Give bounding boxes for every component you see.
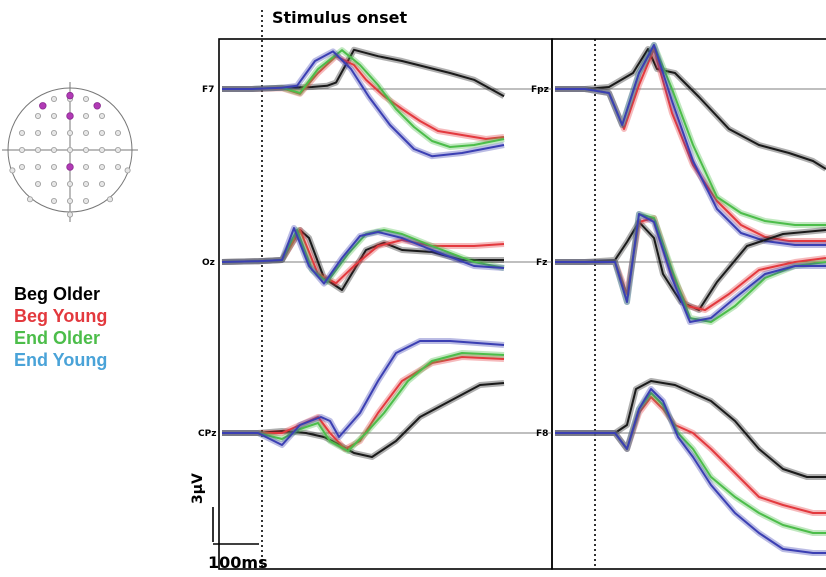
trace-cpz-end-older [222, 352, 505, 452]
electrode [83, 180, 90, 187]
trace-f7-end-older [222, 49, 505, 148]
electrode [18, 163, 25, 170]
legend: Beg Older Beg Young End Older End Young [14, 283, 107, 371]
electrode [35, 129, 42, 136]
electrode-highlighted [93, 102, 101, 110]
electrode [67, 211, 74, 218]
electrode [51, 180, 58, 187]
electrode [124, 167, 131, 174]
electrode [115, 163, 122, 170]
trace-fz-end-young [555, 213, 826, 323]
electrode [115, 129, 122, 136]
voltage-scale-label: 3µV [190, 473, 206, 504]
electrode [51, 96, 58, 103]
legend-item-end-young: End Young [14, 350, 108, 370]
electrode [35, 163, 42, 170]
electrode [99, 163, 106, 170]
time-scale-label: 100ms [208, 553, 268, 572]
electrode [51, 163, 58, 170]
electrode [83, 113, 90, 120]
electrode [26, 196, 33, 203]
electrode [67, 129, 74, 136]
electrode-map [2, 82, 138, 222]
trace-fz-beg-older [555, 221, 826, 311]
trace-f8-end-young [555, 388, 826, 554]
electrode [35, 146, 42, 153]
electrode [99, 180, 106, 187]
channel-label-fpz: Fpz [531, 85, 549, 95]
electrode-highlighted [66, 91, 74, 100]
trace-f7-end-young [222, 50, 505, 158]
electrode [83, 129, 90, 136]
channel-label-oz: Oz [202, 258, 215, 268]
electrode-highlighted [39, 102, 47, 110]
trace-fpz-beg-older [555, 48, 826, 170]
channel-label-f8: F8 [536, 429, 548, 439]
waveform-traces: F7 Oz CPz Fpz Fz F8 [198, 42, 826, 556]
electrode [99, 129, 106, 136]
stimulus-onset-label: Stimulus onset [272, 8, 408, 27]
electrode [51, 129, 58, 136]
electrode [67, 180, 74, 187]
electrode [18, 146, 25, 153]
electrode [51, 113, 58, 120]
electrode [67, 146, 74, 153]
electrode [51, 146, 58, 153]
electrode [18, 129, 25, 136]
trace-oz-end-young [221, 227, 505, 285]
channel-label-cpz: CPz [198, 429, 216, 439]
panel-right-frame [551, 38, 826, 570]
electrode [83, 163, 90, 170]
electrode [67, 197, 74, 204]
legend-item-beg-young: Beg Young [14, 306, 108, 326]
channel-label-fz: Fz [536, 258, 547, 268]
electrode [35, 180, 42, 187]
electrode [51, 197, 58, 204]
electrode [115, 146, 122, 153]
trace-cpz-end-young [222, 340, 505, 446]
electrode [9, 167, 16, 174]
electrode [99, 146, 106, 153]
trace-f8-beg-older [555, 380, 826, 478]
electrode-highlighted [66, 163, 74, 171]
electrode [99, 113, 106, 120]
legend-item-end-older: End Older [14, 328, 101, 348]
electrode-highlighted [66, 112, 74, 120]
electrode [83, 96, 90, 103]
legend-item-beg-older: Beg Older [14, 284, 101, 304]
electrode [107, 196, 114, 203]
electrode [83, 197, 90, 204]
channel-label-f7: F7 [202, 85, 214, 95]
trace-cpz-beg-older [222, 382, 505, 458]
electrode [83, 146, 90, 153]
electrode [35, 113, 42, 120]
